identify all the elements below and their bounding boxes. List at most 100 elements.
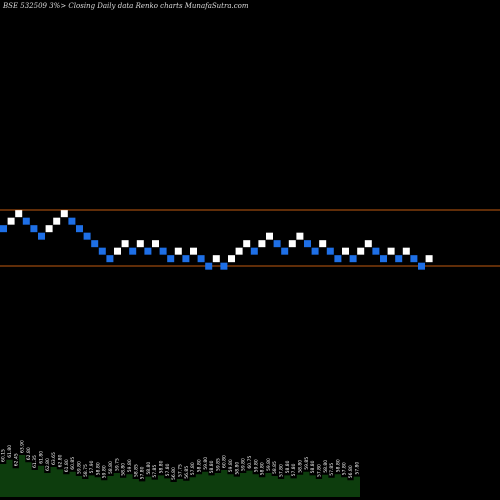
volume-label: 58.85 xyxy=(272,461,278,474)
volume-label: 58.80 xyxy=(146,462,152,475)
renko-brick xyxy=(266,232,273,240)
volume-label: 60.80 xyxy=(222,455,228,468)
renko-brick xyxy=(349,255,357,263)
volume-label: 58.80 xyxy=(260,462,266,475)
renko-brick xyxy=(190,247,197,255)
volume-label: 60.75 xyxy=(247,456,253,469)
renko-brick xyxy=(167,255,175,263)
volume-label: 59.80 xyxy=(203,457,209,470)
renko-brick xyxy=(136,240,144,248)
renko-brick xyxy=(114,247,121,255)
volume-label: 59.80 xyxy=(127,459,133,472)
renko-brick xyxy=(220,262,228,270)
volume-label: 58.80 xyxy=(310,460,316,473)
renko-brick xyxy=(235,247,243,255)
volume-label: 58.80 xyxy=(323,460,329,473)
volume-label: 57.85 xyxy=(329,463,335,476)
renko-brick xyxy=(205,262,213,270)
volume-label: 58.80 xyxy=(335,459,341,472)
volume-label: 57.85 xyxy=(152,465,158,478)
volume-label: 56.85 xyxy=(184,466,190,479)
renko-brick xyxy=(425,255,433,263)
reference-lines xyxy=(0,209,500,267)
renko-brick xyxy=(182,255,190,263)
renko-brick xyxy=(22,217,30,225)
renko-brick xyxy=(304,240,311,248)
renko-brick xyxy=(319,240,327,248)
volume-label: 59.85 xyxy=(215,458,221,471)
renko-brick xyxy=(174,247,182,255)
volume-label: 57.80 xyxy=(140,466,146,479)
volume-label: 57.80 xyxy=(316,464,322,477)
volume-label: 57.75 xyxy=(178,464,184,477)
volume-label: 59.75 xyxy=(114,458,120,471)
volume-label: 62.80 xyxy=(58,454,64,467)
renko-brick xyxy=(326,247,334,255)
volume-label: 59.80 xyxy=(228,459,234,472)
renko-brick xyxy=(30,225,38,233)
volume-label: 58.80 xyxy=(209,460,215,473)
volume-label: 58.80 xyxy=(285,460,291,473)
volume-label: 59.80 xyxy=(102,465,108,478)
renko-brick xyxy=(250,247,258,255)
volume-label: 57.80 xyxy=(279,464,285,477)
chart-title: BSE 532509 3%> Closing Daily data Renko … xyxy=(2,2,249,10)
volume-label: 59.80 xyxy=(241,458,247,471)
volume-label: 57.80 xyxy=(165,463,171,476)
renko-brick xyxy=(418,262,425,270)
renko-brick xyxy=(288,240,296,248)
renko-brick xyxy=(197,255,205,263)
renko-brick xyxy=(159,247,167,255)
volume-label: 58.80 xyxy=(159,460,165,473)
renko-brick xyxy=(144,247,152,255)
volume-label: 57.80 xyxy=(291,463,297,476)
renko-brick xyxy=(364,240,372,248)
volume-label: 58.80 xyxy=(298,460,304,473)
renko-brick xyxy=(372,247,380,255)
renko-brick xyxy=(258,240,266,248)
renko-brick xyxy=(342,247,349,255)
renko-brick xyxy=(296,232,304,240)
renko-brick xyxy=(129,247,137,255)
volume-label: 62.45 xyxy=(13,453,19,466)
volume-label: 59.80 xyxy=(266,458,272,471)
volume-label: 63.90 xyxy=(20,440,26,453)
renko-brick xyxy=(402,247,410,255)
renko-brick xyxy=(152,240,159,248)
renko-brick xyxy=(334,255,342,263)
renko-brick xyxy=(60,210,68,218)
volume-label: 58.80 xyxy=(95,462,101,475)
renko-brick xyxy=(106,255,114,263)
volume-label: 62.80 xyxy=(45,458,51,471)
volume-label: 56.80 xyxy=(171,467,177,480)
volume-area-shape xyxy=(0,455,360,497)
volume-label: 59.85 xyxy=(304,457,310,470)
volume-label: 63.65 xyxy=(51,452,57,465)
volume-label: 60.85 xyxy=(70,457,76,470)
renko-brick xyxy=(91,240,99,248)
volume-label: 58.80 xyxy=(121,463,127,476)
volume-label: 57.80 xyxy=(354,462,360,475)
volume-label: 60.15 xyxy=(1,449,7,462)
volume-label: 61.80 xyxy=(39,451,45,464)
volume-label: 58.85 xyxy=(133,464,139,477)
renko-brick xyxy=(281,247,289,255)
renko-brick xyxy=(68,217,76,225)
volume-label: 58.75 xyxy=(83,464,89,477)
renko-brick xyxy=(410,255,418,263)
volume-label: 61.80 xyxy=(64,459,70,472)
renko-brick xyxy=(228,255,235,263)
volume-label: 58.80 xyxy=(108,461,114,474)
volume-label: 59.80 xyxy=(76,461,82,474)
renko-brick xyxy=(38,232,45,240)
renko-brick xyxy=(273,240,281,248)
renko-brick xyxy=(311,247,319,255)
renko-brick xyxy=(395,255,403,263)
volume-label: 61.35 xyxy=(32,455,38,468)
renko-brick xyxy=(7,217,15,225)
renko-brick xyxy=(83,232,91,240)
renko-brick xyxy=(357,247,365,255)
volume-label: 56.80 xyxy=(348,465,354,478)
renko-brick xyxy=(243,240,251,248)
